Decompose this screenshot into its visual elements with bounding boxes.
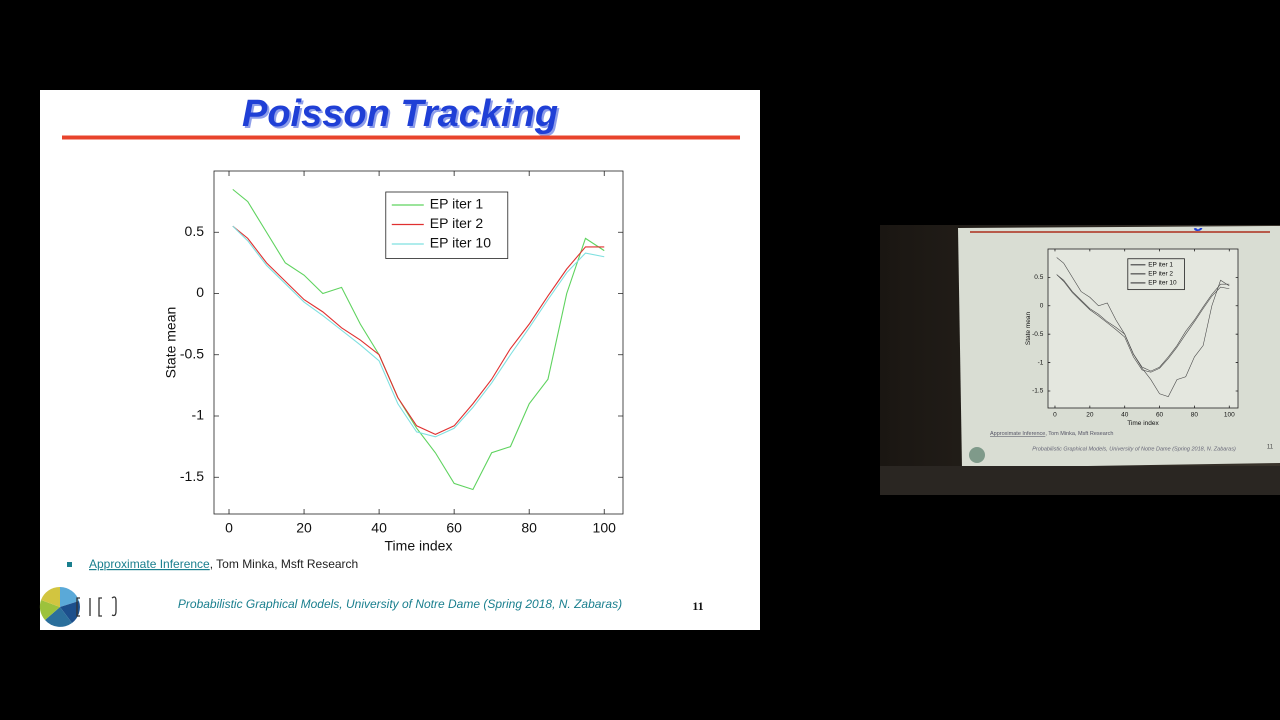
x-tick-label: 80 <box>1191 412 1199 419</box>
x-tick-label: 100 <box>1224 412 1235 419</box>
x-tick-label: 40 <box>371 520 387 536</box>
camera-reference-link: Approximate Inference <box>990 431 1045 437</box>
y-axis-label: State mean <box>163 307 179 379</box>
bullet <box>67 562 72 567</box>
y-tick-label: -1 <box>192 407 205 423</box>
legend-label: EP iter 10 <box>1148 280 1177 287</box>
legend-label: EP iter 1 <box>1148 262 1173 269</box>
camera-title-rule <box>970 231 1270 233</box>
y-tick-label: 0 <box>1040 303 1044 310</box>
logo <box>39 586 117 627</box>
legend-label: EP iter 1 <box>430 196 484 212</box>
x-tick-label: 60 <box>446 520 462 536</box>
x-tick-label: 40 <box>1121 412 1129 419</box>
series-line <box>1056 274 1230 372</box>
chart: 0 20 40 60 80 100 0.5 0 -0.5 -1 -1.5 Time index Stat… <box>163 170 624 554</box>
camera-footer: Probabilistic Graphical Models, Universi… <box>1032 446 1236 452</box>
reference: Approximate Inference, Tom Minka, Msft R… <box>89 557 358 571</box>
y-tick-label: -1 <box>1038 359 1044 366</box>
series-line <box>1056 257 1230 398</box>
title-shadow: Poisson Tracking <box>244 95 560 137</box>
y-axis-label: State mean <box>1025 311 1032 345</box>
x-tick-label: 20 <box>1086 412 1094 419</box>
series-line <box>232 225 605 438</box>
x-tick-label: 80 <box>521 520 537 536</box>
reference-link[interactable]: Approximate Inference <box>89 557 210 571</box>
series-line <box>232 225 605 435</box>
x-axis-label: Time index <box>1127 420 1159 427</box>
legend-box <box>385 191 509 259</box>
reference-text: , Tom Minka, Msft Research <box>210 557 359 571</box>
camera-chart: 0 20 40 60 80 100 0.5 0 -0.5 -1 -1.5 Time index Stat… <box>1025 248 1239 427</box>
page-number: 11 <box>692 599 703 613</box>
y-tick-label: -1.5 <box>180 468 204 484</box>
legend-label: EP iter 2 <box>430 215 484 231</box>
camera-page-number: 11 <box>1267 445 1274 451</box>
series-line <box>232 188 605 491</box>
y-tick-label: -1.5 <box>1032 388 1044 395</box>
camera-reference-text: , Tom Minka, Msft Research <box>1045 431 1113 437</box>
x-tick-label: 20 <box>296 520 312 536</box>
x-tick-label: 100 <box>593 520 617 536</box>
x-axis-label: Time index <box>385 538 453 554</box>
legend-label: EP iter 10 <box>430 235 491 251</box>
camera-floor <box>880 466 1280 495</box>
slide-title: Poisson Tracking <box>242 93 558 135</box>
camera-logo <box>969 447 985 463</box>
camera-title: Poisson Tracking <box>1055 211 1205 231</box>
x-tick-label: 60 <box>1156 412 1164 419</box>
x-tick-label: 0 <box>225 520 233 536</box>
y-tick-label: 0.5 <box>1034 274 1043 281</box>
series-line <box>1056 274 1230 373</box>
legend-label: EP iter 2 <box>1148 271 1173 278</box>
y-tick-label: 0.5 <box>185 223 205 239</box>
y-tick-label: -0.5 <box>180 345 204 361</box>
title-rule <box>62 135 740 140</box>
footer: Probabilistic Graphical Models, Universi… <box>178 597 622 611</box>
x-tick-label: 0 <box>1053 412 1057 419</box>
projected-content: Poisson Tracking <box>970 211 1270 233</box>
camera-reference: Approximate Inference, Tom Minka, Msft R… <box>990 431 1113 437</box>
y-tick-label: -0.5 <box>1032 331 1044 338</box>
y-tick-label: 0 <box>196 284 204 300</box>
